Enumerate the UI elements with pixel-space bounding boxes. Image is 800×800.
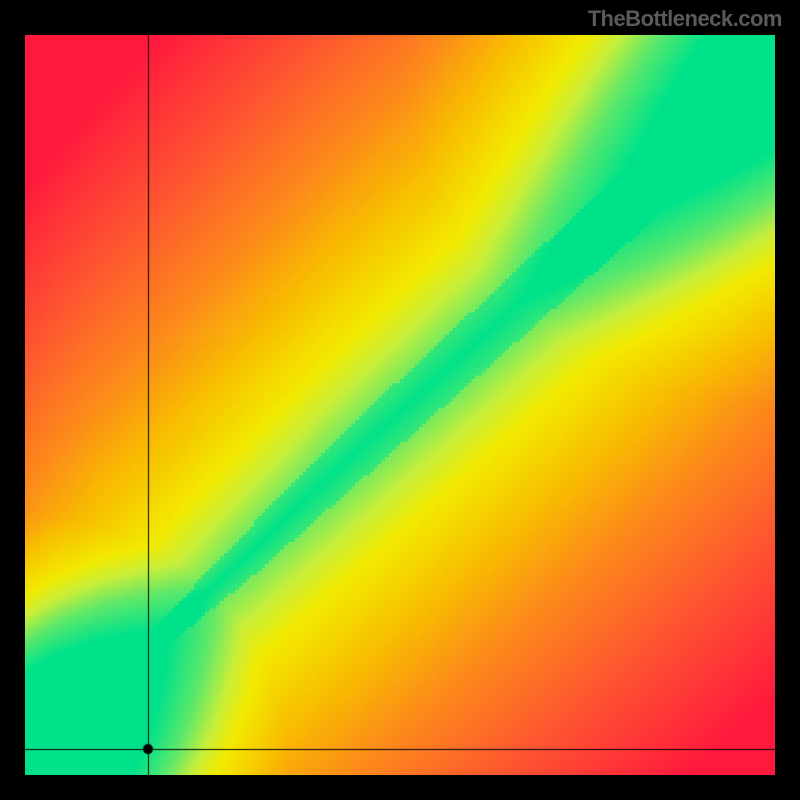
chart-container: TheBottleneck.com: [0, 0, 800, 800]
crosshair-overlay: [25, 35, 775, 775]
watermark-text: TheBottleneck.com: [588, 6, 782, 32]
